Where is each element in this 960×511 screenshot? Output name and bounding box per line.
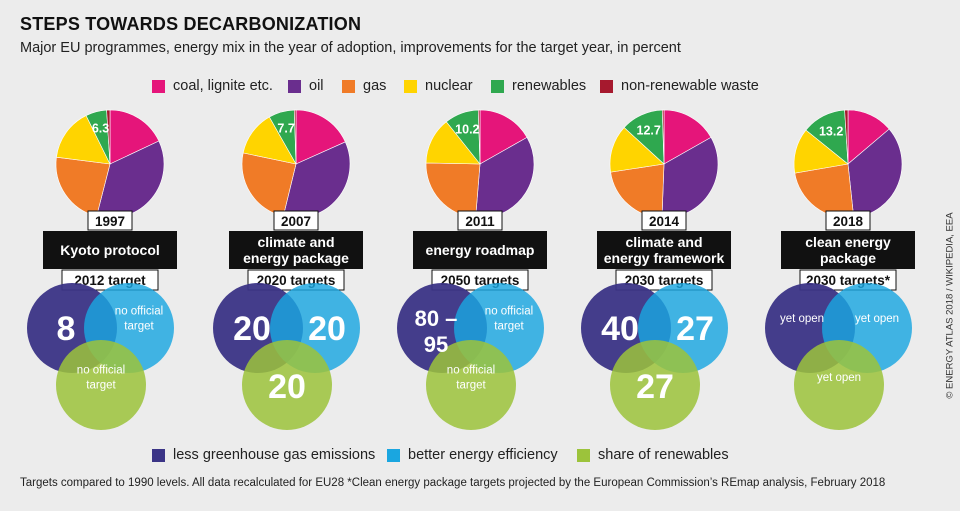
pie-slice xyxy=(663,109,712,165)
renewables-circle xyxy=(242,340,332,430)
legend-item-renewables: renewables xyxy=(491,78,586,94)
footnote: Targets compared to 1990 levels. All dat… xyxy=(20,477,886,489)
legend-swatch xyxy=(600,79,613,93)
renewables-circle xyxy=(794,340,884,430)
legend-swatch xyxy=(342,79,355,93)
year-box xyxy=(87,210,133,231)
year-box xyxy=(273,210,319,231)
programme-box xyxy=(229,231,363,269)
legend-swatch xyxy=(152,79,165,93)
legend-swatch xyxy=(491,79,504,93)
chart-title: STEPS TOWARDS DECARBONIZATION xyxy=(20,14,362,34)
pie-slice xyxy=(295,109,346,165)
emissions-value: 95 xyxy=(424,332,448,357)
pie-slice xyxy=(109,109,160,165)
efficiency-value: no official target xyxy=(115,306,163,333)
year-box xyxy=(641,210,687,231)
renewables-value-label: 7.7 xyxy=(277,122,294,136)
renewables-value-label: 13.2 xyxy=(819,124,843,138)
programme-box xyxy=(413,231,547,269)
pie-slice xyxy=(479,109,528,165)
year-label: 1997 xyxy=(95,214,125,229)
year-box xyxy=(825,210,871,231)
pie-slice xyxy=(293,109,297,165)
efficiency-value: yet open xyxy=(855,313,899,325)
legend-label: coal, lignite etc. xyxy=(173,78,273,94)
programme-name: clean energy package xyxy=(805,234,891,266)
share-renewables-value: yet open xyxy=(817,372,861,384)
programme-name: Kyoto protocol xyxy=(60,242,160,258)
legend-swatch xyxy=(288,79,301,93)
pie-slice xyxy=(56,115,111,165)
legend-item-oil: oil xyxy=(288,78,324,94)
efficiency-value: 27 xyxy=(676,310,714,348)
programme-name: climate and energy package xyxy=(243,234,349,266)
share-renewables-value: 20 xyxy=(268,368,306,406)
efficiency-value: 20 xyxy=(308,310,346,348)
year-label: 2018 xyxy=(833,214,864,229)
year-label: 2007 xyxy=(281,214,311,229)
pie-slice xyxy=(425,162,481,219)
efficiency-value: no official target xyxy=(485,306,533,333)
legend-item-emissions: less greenhouse gas emissions xyxy=(152,447,375,463)
renewables-circle xyxy=(56,340,146,430)
legend-item-waste: non-renewable waste xyxy=(600,78,759,94)
year-label: 2011 xyxy=(465,214,495,229)
programme-name: climate and energy framework xyxy=(604,234,725,266)
pie-slice xyxy=(844,109,849,165)
year-box xyxy=(457,210,503,231)
legend-swatch xyxy=(404,79,417,93)
renewables-value-label: 10.2 xyxy=(455,123,479,137)
legend-swatch xyxy=(387,448,400,462)
year-label: 2014 xyxy=(649,214,680,229)
legend-label: oil xyxy=(309,78,324,94)
pie-slice xyxy=(661,109,665,165)
pie-slice xyxy=(610,163,665,219)
emissions-value: 20 xyxy=(233,310,271,348)
legend-item-gas: gas xyxy=(342,78,386,94)
legend-label: less greenhouse gas emissions xyxy=(173,447,376,463)
legend-item-nuclear: nuclear xyxy=(404,78,473,94)
legend-label: nuclear xyxy=(425,78,473,94)
programme-box xyxy=(781,231,915,269)
legend-item-share-renewables: share of renewables xyxy=(577,447,729,463)
share-renewables-value: 27 xyxy=(636,368,674,406)
legend-item-efficiency: better energy efficiency xyxy=(387,447,558,463)
share-renewables-value: no official target xyxy=(447,365,495,392)
legend-swatch xyxy=(152,448,165,462)
renewables-circle xyxy=(426,340,516,430)
share-renewables-value: no official target xyxy=(77,365,125,392)
legend-label: share of renewables xyxy=(598,447,729,463)
pie-slice xyxy=(477,109,481,165)
emissions-value: yet open xyxy=(780,313,824,325)
pie-slice xyxy=(794,163,855,219)
programme-box xyxy=(43,231,177,269)
pie-slice xyxy=(106,109,111,165)
programme-box xyxy=(597,231,731,269)
legend-item-coal: coal, lignite etc. xyxy=(152,78,273,94)
legend-label: gas xyxy=(363,78,387,94)
programme-name: energy roadmap xyxy=(426,242,535,258)
emissions-value: 8 xyxy=(57,310,76,348)
legend-swatch xyxy=(577,448,590,462)
chart-subtitle: Major EU programmes, energy mix in the y… xyxy=(20,40,681,56)
renewables-value-label: 12.7 xyxy=(637,124,661,138)
renewables-circle xyxy=(610,340,700,430)
legend-label: renewables xyxy=(512,78,587,94)
source-credit: © ENERGY ATLAS 2018 / WIKIPEDIA, EEA xyxy=(944,212,956,399)
emissions-value: 80 – xyxy=(415,306,458,331)
legend-label: better energy efficiency xyxy=(408,447,558,463)
legend-label: non-renewable waste xyxy=(621,78,759,94)
emissions-value: 40 xyxy=(601,310,639,348)
renewables-value-label: 6.3 xyxy=(92,122,109,136)
